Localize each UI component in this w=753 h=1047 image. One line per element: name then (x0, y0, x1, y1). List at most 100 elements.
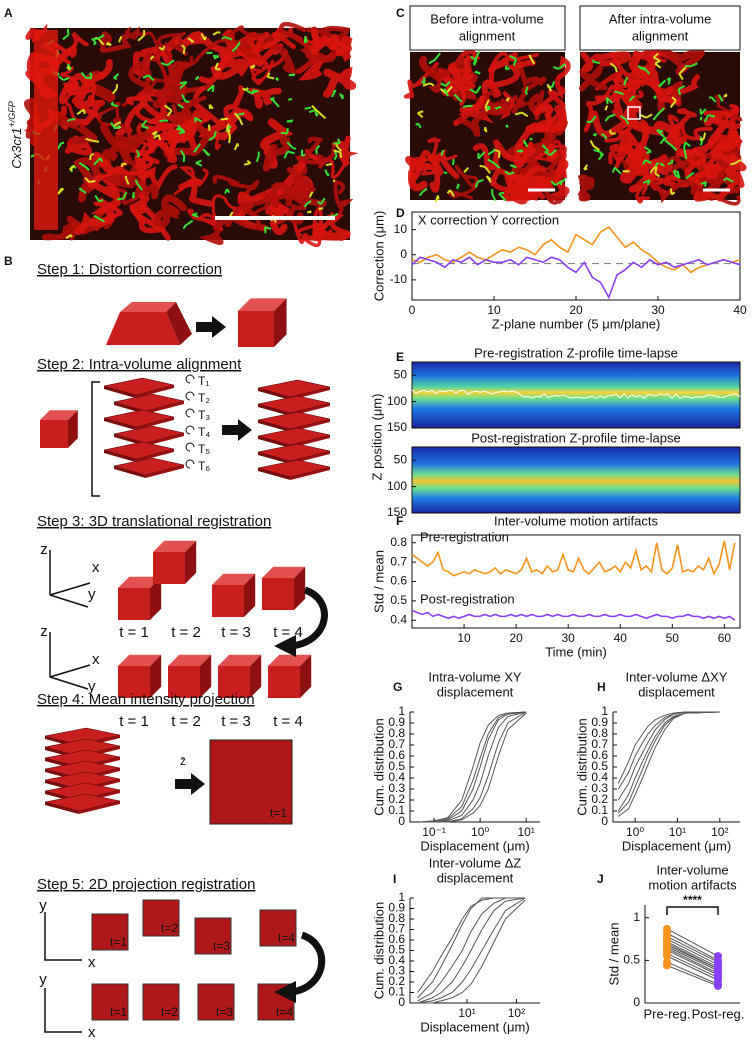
cube-top (268, 654, 312, 666)
microglia (418, 187, 428, 197)
microglia (181, 93, 190, 104)
microglia (541, 144, 550, 153)
vessel (97, 101, 130, 134)
y-tick-label: 0 (601, 814, 608, 828)
microglia (67, 118, 76, 122)
plate (44, 749, 121, 768)
microglia (62, 28, 70, 41)
y-tick-label: 0.9 (388, 901, 405, 915)
line-series (411, 226, 741, 274)
microglia (677, 85, 686, 96)
plate (44, 793, 121, 812)
vessel (409, 149, 440, 182)
microglia (434, 195, 440, 203)
cube-top (218, 654, 262, 666)
time-label: t = 4 (273, 713, 303, 730)
cube-front (212, 585, 244, 617)
microglia (605, 96, 614, 105)
cube-side (150, 576, 162, 620)
vessel (330, 33, 353, 62)
vessel (102, 173, 159, 200)
bracket (91, 381, 100, 497)
projection (91, 913, 129, 951)
block-side (166, 302, 192, 345)
vessel (577, 174, 595, 202)
microglia (124, 175, 130, 185)
y-tick-label: 10 (394, 222, 408, 236)
pair-line (666, 949, 719, 976)
plate-edge (258, 436, 291, 448)
y-tick-label: 0.8 (388, 911, 405, 925)
microglia (422, 82, 435, 87)
axes (44, 988, 82, 1033)
microglia (682, 141, 691, 149)
legend-label: X correction (418, 212, 487, 227)
microglia (93, 214, 106, 223)
vessel (704, 139, 740, 174)
vessel (198, 206, 242, 245)
microglia (140, 119, 149, 130)
microglia (591, 59, 600, 65)
transform-label: T₁ (198, 374, 209, 388)
vessel (99, 31, 133, 53)
microglia (202, 148, 211, 157)
y-tick-label: -10 (390, 272, 408, 286)
microglia (654, 162, 660, 167)
microglia (151, 130, 158, 137)
microglia (628, 95, 636, 102)
plate (257, 443, 331, 462)
vessel (595, 71, 623, 104)
y-tick-label: 0.3 (388, 964, 405, 978)
x-tick-label: Pre-reg. (644, 1006, 691, 1021)
line-series (411, 256, 741, 300)
plate-edge (258, 468, 291, 480)
x-tick-label: 10 (487, 303, 501, 317)
microglia (306, 210, 312, 214)
chart-title: displacement (437, 870, 514, 885)
microglia (516, 149, 524, 153)
vessel (128, 52, 153, 96)
line-series (617, 711, 720, 817)
rotation-icon (185, 408, 195, 418)
microglia (314, 109, 319, 117)
plate (113, 457, 185, 476)
plot-frame (411, 534, 741, 629)
microglia (208, 131, 218, 142)
microglia (286, 119, 294, 123)
microglia (474, 178, 484, 188)
plate (257, 379, 331, 398)
axis-letter: y (88, 586, 96, 603)
plate (257, 427, 331, 446)
microglia (730, 159, 742, 166)
microglia (420, 77, 426, 85)
y-tick-label: 0.9 (591, 715, 608, 729)
microglia (699, 108, 707, 116)
x-axis-label: Time (min) (545, 644, 607, 659)
vessel (114, 131, 151, 165)
vessel (140, 156, 178, 190)
axis-letter: x (92, 559, 100, 576)
vessel (144, 42, 188, 83)
vessel (604, 125, 633, 169)
cube-top (212, 573, 256, 585)
panel-label: E (396, 350, 404, 364)
microglia (505, 97, 510, 102)
plate (257, 459, 331, 478)
x-tick-label: 10² (508, 1006, 525, 1020)
microglia (699, 132, 706, 142)
vessel (632, 50, 681, 105)
cube-top (118, 576, 162, 588)
time-label: t = 2 (171, 713, 201, 730)
vessel (125, 92, 184, 128)
data-point (663, 952, 671, 961)
x-tick-label: 30 (651, 303, 665, 317)
axis-letter: z (40, 541, 48, 558)
vessel (221, 36, 259, 60)
microglia (619, 115, 630, 125)
panel-label: G (393, 680, 402, 694)
header: After intra-volume (609, 11, 712, 26)
y-tick-label: 0.5 (623, 953, 640, 967)
microglia (462, 104, 473, 109)
plate (257, 395, 331, 414)
